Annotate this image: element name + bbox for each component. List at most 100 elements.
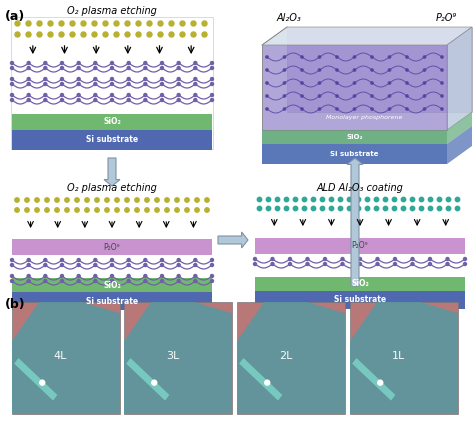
Text: P₂O⁹: P₂O⁹ bbox=[104, 242, 120, 251]
Text: O₂ plasma etching: O₂ plasma etching bbox=[67, 183, 157, 193]
Circle shape bbox=[338, 206, 343, 210]
Circle shape bbox=[144, 258, 147, 261]
Circle shape bbox=[61, 61, 64, 64]
Circle shape bbox=[383, 197, 388, 202]
Bar bbox=[262, 144, 447, 164]
Circle shape bbox=[376, 263, 379, 266]
Circle shape bbox=[61, 93, 64, 96]
Text: Al₂O₃: Al₂O₃ bbox=[277, 13, 302, 23]
Circle shape bbox=[10, 280, 13, 282]
Circle shape bbox=[428, 258, 431, 261]
Circle shape bbox=[302, 197, 307, 202]
Circle shape bbox=[194, 280, 197, 282]
Polygon shape bbox=[12, 302, 120, 414]
Circle shape bbox=[127, 280, 130, 282]
Circle shape bbox=[365, 206, 370, 210]
Circle shape bbox=[65, 208, 69, 212]
Circle shape bbox=[177, 264, 180, 266]
Circle shape bbox=[210, 258, 213, 261]
Bar bbox=[237, 302, 345, 414]
Text: 1L: 1L bbox=[392, 351, 405, 361]
Circle shape bbox=[165, 198, 169, 202]
Bar bbox=[12, 292, 212, 310]
Circle shape bbox=[358, 263, 362, 266]
Circle shape bbox=[105, 208, 109, 212]
Circle shape bbox=[428, 197, 433, 202]
Circle shape bbox=[378, 380, 383, 385]
Circle shape bbox=[152, 380, 157, 385]
Bar bbox=[12, 114, 212, 130]
Circle shape bbox=[127, 77, 130, 80]
Polygon shape bbox=[104, 158, 120, 186]
Circle shape bbox=[311, 197, 316, 202]
Circle shape bbox=[383, 206, 388, 210]
Circle shape bbox=[353, 82, 356, 84]
Circle shape bbox=[202, 32, 207, 37]
Circle shape bbox=[271, 258, 274, 261]
Circle shape bbox=[411, 258, 414, 261]
Text: (b): (b) bbox=[5, 298, 26, 311]
Text: (a): (a) bbox=[5, 10, 25, 23]
Circle shape bbox=[401, 206, 406, 210]
Circle shape bbox=[94, 99, 97, 101]
Circle shape bbox=[10, 258, 13, 261]
Circle shape bbox=[177, 99, 180, 101]
Circle shape bbox=[44, 274, 47, 277]
Text: 3L: 3L bbox=[166, 351, 179, 361]
Circle shape bbox=[180, 21, 185, 26]
Circle shape bbox=[75, 198, 79, 202]
Circle shape bbox=[10, 61, 13, 64]
Circle shape bbox=[306, 258, 309, 261]
Circle shape bbox=[446, 263, 449, 266]
Circle shape bbox=[289, 258, 292, 261]
Circle shape bbox=[284, 206, 289, 210]
Circle shape bbox=[410, 206, 415, 210]
Circle shape bbox=[158, 21, 163, 26]
Circle shape bbox=[48, 21, 53, 26]
Circle shape bbox=[161, 280, 164, 282]
Circle shape bbox=[411, 263, 414, 266]
Circle shape bbox=[144, 77, 147, 80]
Circle shape bbox=[55, 198, 59, 202]
Circle shape bbox=[410, 197, 415, 202]
Circle shape bbox=[191, 32, 196, 37]
Circle shape bbox=[44, 93, 47, 96]
Circle shape bbox=[388, 108, 391, 110]
Circle shape bbox=[202, 21, 207, 26]
Circle shape bbox=[266, 95, 268, 97]
Circle shape bbox=[329, 206, 334, 210]
Circle shape bbox=[441, 82, 443, 84]
Circle shape bbox=[265, 380, 270, 385]
Circle shape bbox=[127, 67, 130, 69]
Circle shape bbox=[210, 280, 213, 282]
Polygon shape bbox=[262, 27, 472, 45]
Circle shape bbox=[441, 69, 443, 71]
Polygon shape bbox=[218, 232, 248, 248]
Circle shape bbox=[25, 208, 29, 212]
Circle shape bbox=[210, 93, 213, 96]
Circle shape bbox=[194, 83, 197, 85]
Circle shape bbox=[210, 274, 213, 277]
Circle shape bbox=[144, 67, 147, 69]
Circle shape bbox=[44, 264, 47, 266]
Circle shape bbox=[127, 61, 130, 64]
Circle shape bbox=[110, 280, 113, 282]
Circle shape bbox=[161, 264, 164, 266]
Bar bbox=[124, 302, 232, 414]
Circle shape bbox=[61, 77, 64, 80]
Text: Si substrate: Si substrate bbox=[334, 296, 386, 304]
Circle shape bbox=[320, 206, 325, 210]
Circle shape bbox=[127, 99, 130, 101]
Circle shape bbox=[464, 263, 466, 266]
Circle shape bbox=[77, 93, 80, 96]
Circle shape bbox=[266, 82, 268, 84]
Circle shape bbox=[456, 197, 460, 202]
Circle shape bbox=[358, 258, 362, 261]
Circle shape bbox=[175, 198, 179, 202]
Circle shape bbox=[35, 208, 39, 212]
Circle shape bbox=[15, 21, 20, 26]
Circle shape bbox=[165, 208, 169, 212]
Circle shape bbox=[185, 198, 189, 202]
Circle shape bbox=[210, 264, 213, 266]
Circle shape bbox=[155, 208, 159, 212]
